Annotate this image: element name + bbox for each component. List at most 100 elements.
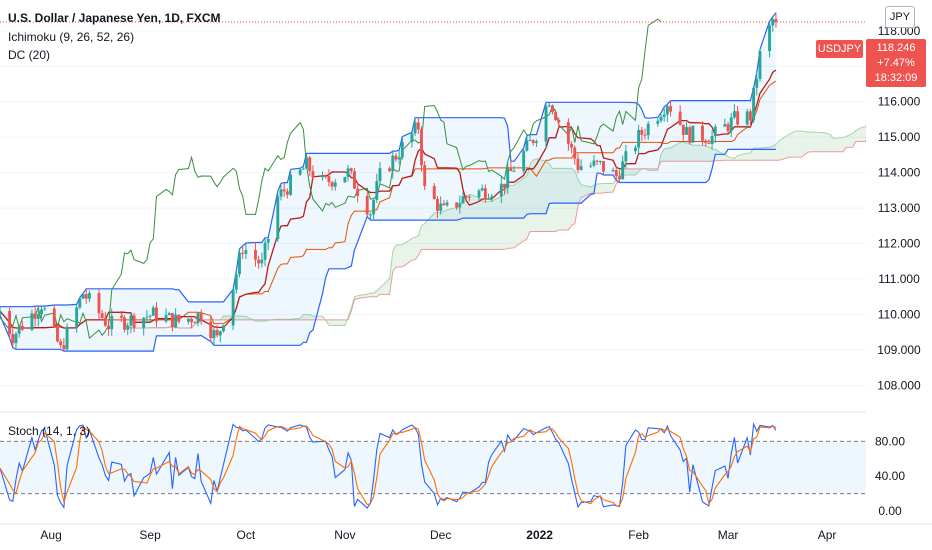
tenkan-line (0, 69, 777, 329)
candle-body (391, 155, 395, 172)
candle-body (75, 307, 79, 327)
candle-body (148, 315, 152, 317)
candle-body (637, 129, 641, 148)
candle-body (257, 259, 261, 264)
time-tick-label: Dec (430, 528, 451, 542)
candle-body (394, 155, 398, 160)
candle-body (126, 325, 130, 330)
candle-body (129, 315, 133, 326)
stoch-tick-label: 80.00 (875, 434, 905, 448)
candle-body (170, 313, 174, 328)
time-tick-label: Sep (139, 528, 161, 542)
candle-body (375, 181, 379, 200)
candle-body (167, 313, 171, 316)
candle-body (145, 316, 149, 318)
donchian-channel (0, 12, 777, 352)
candle-body (554, 111, 558, 121)
price-tick-label: 114.000 (878, 166, 921, 180)
candle-body (643, 134, 647, 136)
candle-body (729, 117, 733, 132)
price-tick-label: 113.000 (878, 201, 921, 215)
candle-body (701, 125, 704, 141)
candle-body (289, 174, 293, 195)
candle-body (598, 160, 602, 162)
candle-body (56, 325, 59, 342)
candle-body (477, 190, 481, 198)
candle-body (346, 168, 350, 177)
candle-body (439, 203, 443, 211)
candle-body (487, 198, 490, 200)
candle-body (199, 313, 203, 322)
candle-body (614, 170, 618, 177)
candle-body (36, 314, 40, 319)
candle-body (464, 196, 468, 198)
candle-body (254, 250, 257, 260)
candle-body (589, 165, 593, 167)
candle-body (353, 171, 356, 189)
candle-body (0, 311, 2, 315)
candle-body (531, 140, 535, 143)
candlesticks (0, 12, 778, 352)
candle-body (745, 111, 749, 125)
bar-countdown: 18:32:09 (874, 72, 918, 84)
candle-body (266, 238, 270, 243)
candle-body (343, 176, 347, 183)
ichimoku-legend[interactable]: Ichimoku (9, 26, 52, 26) (8, 30, 135, 44)
candle-body (573, 147, 577, 159)
candle-body (311, 171, 315, 178)
candle-body (576, 158, 580, 170)
candle-body (691, 125, 695, 143)
candle-body (11, 334, 15, 344)
candle-body (222, 325, 225, 332)
candle-body (209, 321, 213, 339)
candle-body (410, 133, 414, 143)
candle-body (710, 136, 714, 144)
candle-body (646, 123, 650, 136)
candle-body (624, 151, 628, 162)
candle-body (525, 140, 529, 151)
candle-body (595, 160, 599, 162)
candle-body (123, 317, 126, 330)
candle-body (190, 318, 194, 323)
candle-body (238, 252, 241, 275)
donchian-legend[interactable]: DC (20) (8, 48, 51, 62)
time-tick-label: Nov (334, 528, 355, 542)
time-tick-label: 2022 (526, 528, 553, 542)
candle-body (321, 176, 324, 178)
stoch-legend[interactable]: Stoch (14, 1, 3) (8, 424, 91, 438)
candle-body (688, 127, 692, 143)
candle-body (685, 127, 688, 135)
candle-body (602, 160, 605, 172)
candle-body (234, 274, 238, 290)
candle-body (681, 124, 685, 135)
candle-body (196, 313, 200, 323)
candle-body (155, 307, 158, 322)
candle-body (244, 250, 248, 254)
price-change: +7.47% (877, 57, 915, 69)
time-tick-label: Oct (237, 528, 256, 542)
currency-badge[interactable]: JPY (885, 6, 915, 28)
candle-body (241, 252, 245, 254)
candle-body (397, 157, 401, 160)
candle-body (349, 168, 353, 172)
candle-body (509, 168, 513, 172)
price-tick-label: 108.000 (877, 378, 921, 392)
candle-body (726, 124, 730, 132)
candle-body (8, 311, 12, 335)
candle-body (97, 293, 101, 314)
candle-body (59, 341, 63, 346)
candle-body (748, 111, 752, 121)
candle-body (774, 19, 778, 22)
candle-body (723, 124, 727, 127)
stoch-k-line (0, 421, 777, 510)
candle-body (40, 309, 43, 315)
candle-body (215, 330, 219, 336)
candle-body (662, 114, 666, 117)
candle-body (413, 122, 417, 134)
candle-body (420, 129, 423, 166)
ichimoku-cloud (120, 75, 892, 329)
candle-body (455, 202, 459, 208)
candle-body (327, 176, 331, 183)
last-price: 118.246 (876, 42, 916, 54)
